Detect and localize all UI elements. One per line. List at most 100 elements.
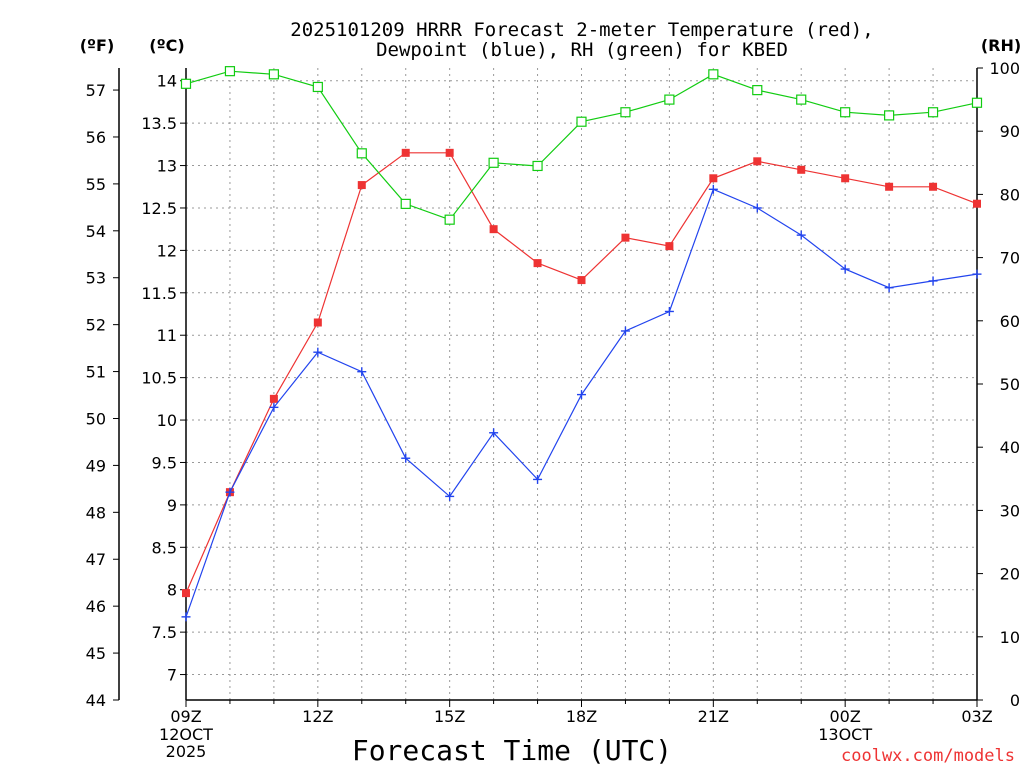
temperature-point [621, 233, 630, 242]
rh-point [488, 157, 499, 168]
dewpoint-point [401, 453, 411, 463]
x-date-label: 13OCT [818, 725, 872, 744]
series [180, 66, 983, 622]
rh-point [356, 148, 367, 159]
rh-tick-label: 40 [1000, 438, 1020, 457]
rh-point [884, 110, 895, 121]
rh-point [752, 85, 763, 96]
rh-point [268, 69, 279, 80]
temperature-point [182, 589, 190, 598]
dewpoint-point [928, 276, 938, 286]
dewpoint-point [357, 367, 367, 377]
x-tick-label: 09Z [170, 707, 201, 726]
fahrenheit-tick-label: 47 [86, 550, 106, 569]
rh-point [840, 107, 851, 118]
celsius-tick-label: 12 [157, 241, 177, 260]
celsius-tick-label: 13.5 [141, 114, 177, 133]
temperature-point [269, 394, 278, 403]
temperature-point [489, 225, 498, 234]
x-tick-label: 18Z [566, 707, 597, 726]
celsius-tick-label: 7.5 [152, 623, 177, 642]
rh-point [796, 94, 807, 105]
rh-point [444, 214, 455, 225]
rh-tick-label: 70 [1000, 249, 1020, 268]
chart-title-line1: 2025101209 HRRR Forecast 2-meter Tempera… [290, 19, 873, 41]
fahrenheit-tick-label: 57 [86, 81, 106, 100]
rh-point [971, 97, 983, 108]
celsius-tick-label: 10 [157, 411, 177, 430]
temperature-point [709, 174, 718, 183]
dewpoint-point [972, 269, 982, 279]
temperature-point [533, 259, 542, 268]
fahrenheit-tick-label: 51 [86, 363, 106, 382]
temperature-point [841, 174, 850, 183]
rh-point [576, 116, 587, 127]
temperature-point [401, 148, 410, 157]
rh-point [180, 78, 192, 89]
temperature-point [665, 242, 674, 251]
celsius-tick-label: 9 [167, 496, 177, 515]
dewpoint-series-line [185, 188, 978, 618]
temperature-point [929, 182, 938, 191]
rh-tick-label: 90 [1000, 122, 1020, 141]
celsius-tick-label: 7 [167, 666, 177, 685]
fahrenheit-tick-label: 56 [86, 128, 106, 147]
axes: 7 7.5 8 8.5 9 9.5 10 10.5 11 11.5 12 12.5 13 13.5 14 44… [86, 59, 1020, 761]
dewpoint-point [181, 612, 191, 622]
fahrenheit-tick-label: 54 [86, 222, 106, 241]
celsius-tick-label: 9.5 [152, 453, 177, 472]
temperature-point [313, 318, 322, 327]
rh-point [927, 107, 939, 118]
rh-point [312, 81, 323, 93]
dewpoint-point [796, 230, 806, 240]
celsius-tick-label: 8 [167, 581, 177, 600]
fahrenheit-tick-label: 53 [86, 269, 106, 288]
temperature-point [357, 181, 366, 190]
dewpoint-point [752, 203, 762, 213]
rh-tick-label: 100 [989, 59, 1020, 78]
x-tick-label: 15Z [434, 707, 465, 726]
dewpoint-point [225, 487, 235, 497]
rh-point [620, 107, 631, 118]
x-date-label: 2025 [166, 742, 207, 761]
fahrenheit-tick-label: 45 [86, 644, 106, 663]
rh-point [532, 160, 543, 172]
temperature-point [577, 276, 586, 285]
celsius-tick-label: 12.5 [141, 199, 177, 218]
rh-point [708, 69, 719, 80]
dewpoint-point [489, 428, 499, 438]
temperature-point [973, 199, 981, 208]
rh-tick-label: 30 [1000, 501, 1020, 520]
grid-lines [186, 68, 977, 700]
celsius-tick-label: 11 [157, 326, 177, 345]
rh-tick-label: 60 [1000, 312, 1020, 331]
rh-point [400, 198, 411, 209]
chart-title-line2: Dewpoint (blue), RH (green) for KBED [376, 39, 788, 61]
rh-tick-label: 20 [1000, 565, 1020, 584]
x-date-label: 12OCT [159, 725, 213, 744]
dewpoint-point [840, 264, 850, 274]
celsius-tick-label: 13 [157, 157, 177, 176]
fahrenheit-tick-label: 46 [86, 597, 106, 616]
x-axis-title: Forecast Time (UTC) [352, 734, 672, 767]
rh-tick-label: 80 [1000, 185, 1020, 204]
fahrenheit-tick-label: 52 [86, 316, 106, 335]
dewpoint-point [664, 306, 674, 316]
rh-tick-label: 0 [1010, 691, 1020, 710]
celsius-tick-label: 11.5 [141, 284, 177, 303]
celsius-tick-label: 14 [157, 72, 177, 91]
rh-point [664, 94, 675, 105]
fahrenheit-tick-label: 48 [86, 503, 106, 522]
left-celsius-unit-label: (ºC) [149, 36, 184, 55]
left-fahrenheit-unit-label: (ºF) [80, 36, 115, 55]
temperature-point [885, 182, 894, 191]
fahrenheit-tick-label: 49 [86, 456, 106, 475]
dewpoint-point [884, 283, 894, 293]
dewpoint-point [620, 326, 630, 336]
temperature-point [445, 148, 454, 157]
dewpoint-point [269, 402, 279, 412]
temperature-point [797, 165, 806, 174]
rh-point [224, 66, 236, 77]
right-rh-unit-label: (RH) [981, 36, 1021, 55]
